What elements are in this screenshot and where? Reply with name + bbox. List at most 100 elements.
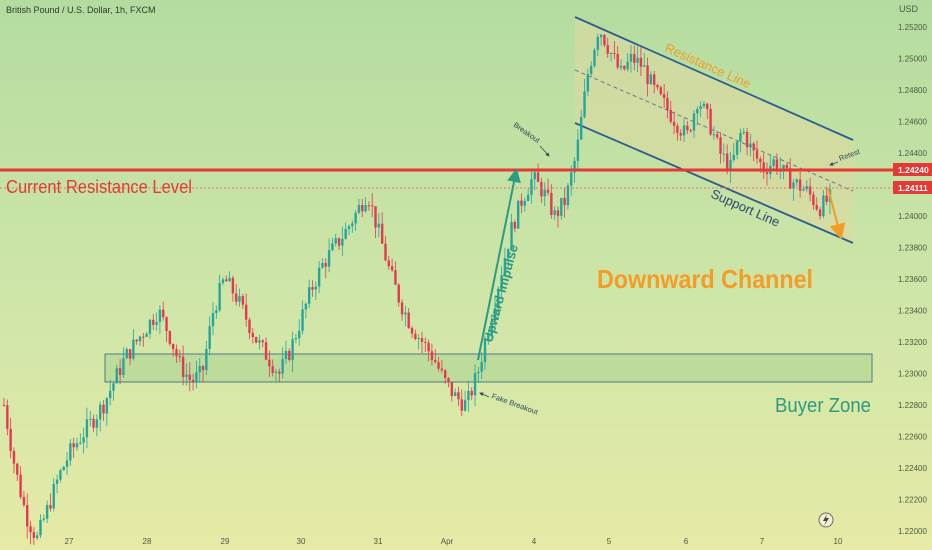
candle-body (278, 371, 281, 374)
lightning-icon-glyph (823, 514, 829, 526)
candle-body (347, 226, 351, 230)
breakout-label: Breakout (512, 120, 543, 145)
candle-body (739, 132, 742, 142)
candle-body (672, 121, 676, 126)
candle-body (268, 359, 271, 367)
candle-body (29, 526, 32, 533)
candle-body (274, 371, 278, 373)
candle-body (467, 390, 470, 401)
candle-body (762, 162, 765, 173)
candle-body (563, 197, 566, 206)
candle-body (599, 34, 603, 38)
candle-body (105, 398, 109, 414)
candle-body (92, 418, 95, 428)
candle-body (12, 450, 16, 464)
candle-body (19, 474, 22, 497)
x-tick-label: 4 (532, 537, 537, 546)
x-tick-label: 31 (374, 537, 383, 546)
candle-body (351, 223, 354, 227)
candle-body (679, 133, 682, 136)
candle-body (696, 108, 699, 114)
y-tick-label: 1.24400 (898, 149, 927, 158)
candle-body (55, 479, 59, 484)
x-tick-label: 30 (297, 537, 306, 546)
candle-body (59, 470, 62, 480)
candle-body (271, 366, 274, 373)
candle-body (195, 372, 198, 382)
y-tick-label: 1.24600 (898, 117, 927, 126)
y-tick-label: 1.22800 (898, 401, 927, 410)
candle-body (443, 370, 447, 379)
candle-body (258, 340, 261, 343)
candle-body (99, 404, 102, 420)
candle-body (477, 371, 480, 374)
fake-breakout-label: Fake Breakout (490, 391, 540, 416)
candles (2, 33, 832, 545)
candle-body (543, 189, 546, 197)
candle-body (749, 143, 752, 148)
retest-arrow (829, 161, 839, 166)
candle-body (434, 360, 437, 363)
candle-body (191, 380, 195, 382)
channel-upper-line (574, 16, 854, 141)
candle-body (649, 74, 653, 85)
resistance-price-text: 1.24240 (898, 165, 929, 175)
candle-body (155, 322, 158, 325)
candle-body (397, 284, 400, 303)
candle-body (805, 186, 808, 190)
candle-body (235, 293, 238, 302)
candle-body (556, 210, 560, 216)
candle-body (380, 223, 384, 244)
y-tick-label: 1.22400 (898, 464, 927, 473)
candle-body (782, 164, 785, 169)
candle-body (400, 302, 404, 315)
candle-body (337, 238, 341, 246)
candle-body (291, 339, 294, 360)
candle-body (148, 319, 152, 334)
candle-body (550, 192, 553, 215)
candle-body (188, 374, 191, 381)
candle-body (788, 168, 792, 189)
candle-body (735, 141, 739, 155)
candle-body (314, 286, 318, 290)
candle-body (357, 205, 361, 213)
y-tick-label: 1.22000 (898, 527, 927, 536)
candle-body (2, 405, 6, 407)
candle-body (440, 368, 444, 371)
candle-body (507, 248, 510, 259)
candle-body (759, 158, 762, 163)
candle-body (692, 113, 696, 131)
candle-body (387, 260, 391, 267)
candle-body (818, 209, 822, 217)
x-tick-label: 10 (834, 537, 843, 546)
candle-body (427, 342, 430, 352)
candle-body (334, 238, 337, 244)
fake-breakout-arrow (479, 392, 490, 398)
candle-body (344, 229, 347, 239)
candle-body (470, 390, 473, 396)
candle-body (327, 250, 331, 267)
candle-body (384, 243, 387, 261)
candle-body (175, 349, 178, 357)
candle-body (218, 282, 221, 311)
candle-body (510, 222, 513, 249)
candle-body (142, 336, 145, 338)
downward-channel-label: Downward Channel (597, 264, 813, 294)
candle-body (503, 258, 507, 276)
candle-body (453, 392, 457, 396)
x-axis: 27 28 29 30 31 Apr 4 5 6 7 10 (65, 537, 843, 546)
candle-body (420, 338, 424, 342)
candle-body (85, 419, 89, 438)
candle-body (580, 117, 583, 140)
candle-body (546, 189, 550, 193)
candle-body (606, 45, 609, 54)
candle-body (42, 518, 46, 520)
candle-body (732, 154, 735, 160)
candle-body (205, 348, 208, 371)
candle-body (643, 65, 646, 67)
candle-body (304, 303, 308, 310)
candle-body (570, 172, 573, 186)
x-tick-label: 27 (65, 537, 74, 546)
candle-body (45, 504, 49, 519)
